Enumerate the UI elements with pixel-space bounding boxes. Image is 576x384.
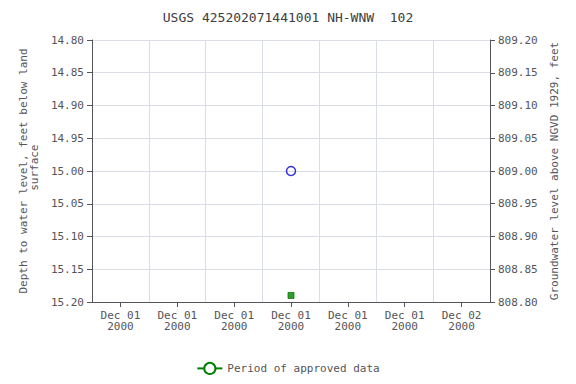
svg-text:Dec 02: Dec 02 — [441, 309, 482, 322]
svg-text:15.00: 15.00 — [51, 165, 84, 178]
svg-text:809.00: 809.00 — [498, 165, 538, 178]
svg-text:Dec 01: Dec 01 — [214, 309, 254, 322]
svg-text:15.20: 15.20 — [51, 296, 84, 309]
svg-text:808.80: 808.80 — [498, 296, 538, 309]
svg-text:809.15: 809.15 — [498, 66, 538, 79]
svg-text:808.95: 808.95 — [498, 197, 538, 210]
svg-text:15.15: 15.15 — [51, 263, 84, 276]
svg-text:Dec 01: Dec 01 — [328, 309, 368, 322]
svg-text:808.90: 808.90 — [498, 230, 538, 243]
svg-text:Dec 01: Dec 01 — [157, 309, 198, 322]
svg-text:Groundwater level above NGVD 1: Groundwater level above NGVD 1929, feet — [548, 42, 561, 300]
svg-text:14.95: 14.95 — [51, 132, 84, 145]
svg-text:Dec 01: Dec 01 — [100, 309, 141, 322]
svg-text:15.10: 15.10 — [51, 230, 84, 243]
svg-text:809.05: 809.05 — [498, 132, 538, 145]
svg-text:Period of approved data: Period of approved data — [227, 362, 379, 375]
svg-text:14.80: 14.80 — [51, 34, 84, 47]
svg-text:Dec 01: Dec 01 — [384, 309, 425, 322]
svg-text:809.20: 809.20 — [498, 34, 538, 47]
svg-text:2000: 2000 — [391, 320, 418, 333]
svg-text:USGS 425202071441001 NH-WNW 1: USGS 425202071441001 NH-WNW 102 — [163, 10, 413, 25]
svg-text:2000: 2000 — [221, 320, 248, 333]
svg-text:2000: 2000 — [335, 320, 362, 333]
svg-text:2000: 2000 — [107, 320, 133, 333]
svg-text:Dec 01: Dec 01 — [271, 309, 311, 322]
svg-text:2000: 2000 — [164, 320, 191, 333]
svg-text:15.05: 15.05 — [51, 197, 84, 210]
svg-text:2000: 2000 — [448, 320, 475, 333]
svg-text:surface: surface — [28, 145, 41, 198]
svg-text:809.10: 809.10 — [498, 99, 538, 112]
svg-text:2000: 2000 — [278, 320, 305, 333]
svg-text:Depth to water level, feet bel: Depth to water level, feet below land — [17, 48, 30, 294]
svg-text:808.85: 808.85 — [498, 263, 538, 276]
svg-text:14.85: 14.85 — [51, 66, 84, 79]
svg-text:14.90: 14.90 — [51, 99, 84, 112]
